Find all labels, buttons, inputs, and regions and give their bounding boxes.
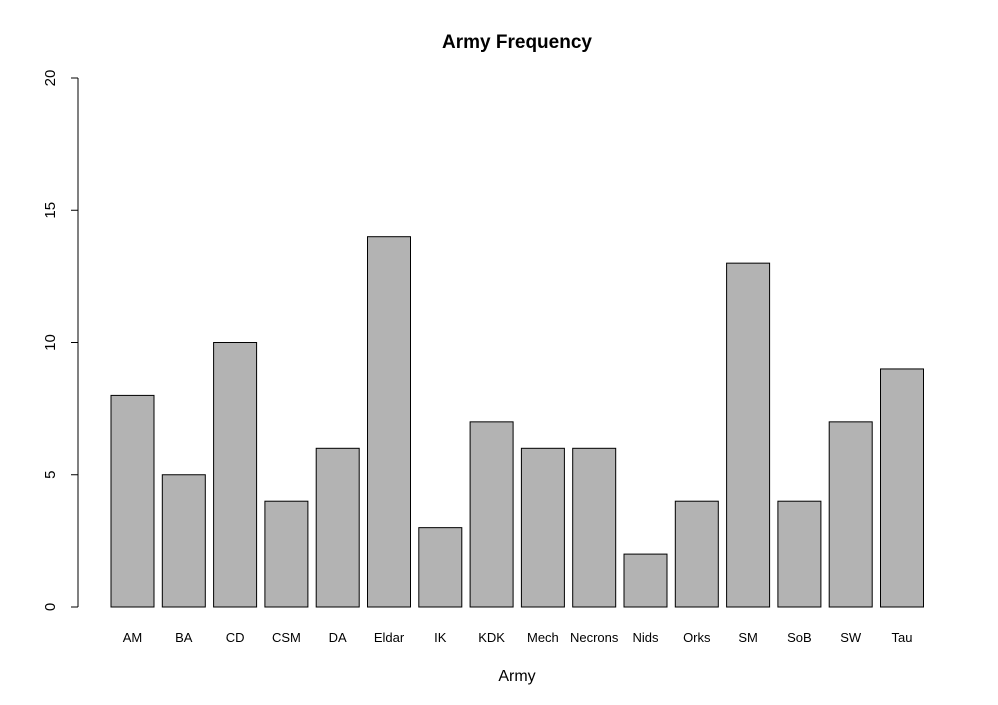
bars-group [110,236,924,608]
bar-orks [674,500,719,608]
x-tick-label: SoB [787,630,812,645]
x-tick-label: IK [434,630,447,645]
x-tick-label: CSM [272,630,301,645]
category-labels: AM BA CD CSM DA Eldar IK KDK Mech Necrons Nids Orks… [123,630,913,645]
bar-sm [726,262,771,608]
bar-sob [777,500,822,608]
bar-kdk [469,421,514,608]
x-tick-label: Mech [527,630,559,645]
x-tick-label: SW [840,630,862,645]
x-tick-label: Orks [683,630,711,645]
bar-mech [520,447,565,608]
y-tick-label: 5 [42,471,59,479]
y-tick-label: 15 [42,202,59,219]
x-tick-label: BA [175,630,193,645]
chart-title: Army Frequency [442,32,592,53]
bar-tau [880,368,924,608]
y-tick-label: 0 [42,603,59,611]
x-tick-label: KDK [478,630,505,645]
y-axis: 0 5 10 15 20 [42,70,79,611]
x-tick-label: CD [226,630,245,645]
x-tick-label: Tau [892,630,913,645]
x-tick-label: Necrons [570,630,619,645]
bar-ik [418,527,463,608]
x-tick-label: Nids [632,630,659,645]
x-tick-label: SM [738,630,758,645]
bar-csm [264,500,309,608]
x-tick-label: AM [123,630,143,645]
y-tick-label: 10 [42,334,59,351]
x-tick-label: DA [329,630,347,645]
bar-necrons [572,447,617,608]
y-tick-label: 20 [42,70,59,87]
bar-da [315,447,360,608]
bar-am [110,394,155,608]
bar-cd [213,342,258,608]
x-axis-label: Army [498,668,535,685]
bar-eldar [367,236,411,608]
x-tick-label: Eldar [374,630,405,645]
bar-nids [623,553,668,608]
bar-sw [828,421,873,608]
bar-ba [161,474,206,608]
